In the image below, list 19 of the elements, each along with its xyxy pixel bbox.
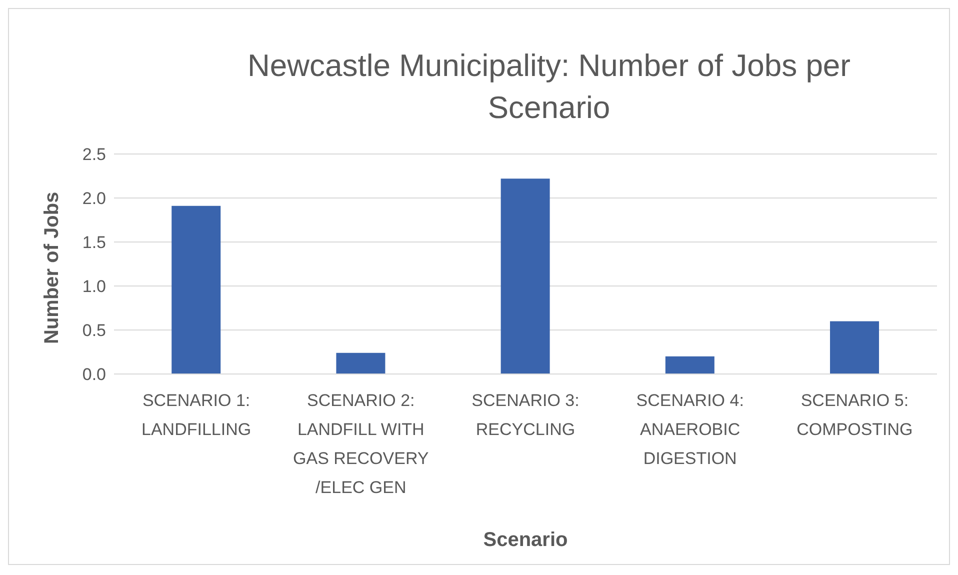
y-tick-label: 2.5 bbox=[82, 145, 106, 164]
chart-title: Newcastle Municipality: Number of Jobs per Scenario bbox=[246, 47, 852, 127]
x-tick-label: SCENARIO 4: ANAEROBIC DIGESTION bbox=[636, 391, 744, 468]
x-axis-title: Scenario bbox=[483, 529, 568, 551]
y-tick-label: 0.5 bbox=[82, 321, 106, 340]
bar bbox=[172, 206, 221, 374]
x-tick-label: SCENARIO 2: LANDFILL WITH GAS RECOVERY /ELEC GEN bbox=[293, 391, 429, 497]
bar bbox=[665, 356, 714, 374]
y-axis-title: Number of Jobs bbox=[41, 192, 64, 344]
y-tick-label: 1.0 bbox=[82, 277, 106, 296]
bar bbox=[500, 178, 550, 374]
bar bbox=[830, 321, 880, 374]
y-tick-label: 2.0 bbox=[82, 189, 106, 208]
y-tick-label: 1.5 bbox=[82, 233, 106, 252]
x-tick-label: SCENARIO 5: COMPOSTING bbox=[796, 391, 913, 439]
x-tick-label: SCENARIO 1: LANDFILLING bbox=[142, 391, 252, 439]
y-tick-label: 0.0 bbox=[82, 365, 106, 384]
bar bbox=[336, 352, 386, 374]
x-tick-label: SCENARIO 3: RECYCLING bbox=[472, 391, 580, 439]
